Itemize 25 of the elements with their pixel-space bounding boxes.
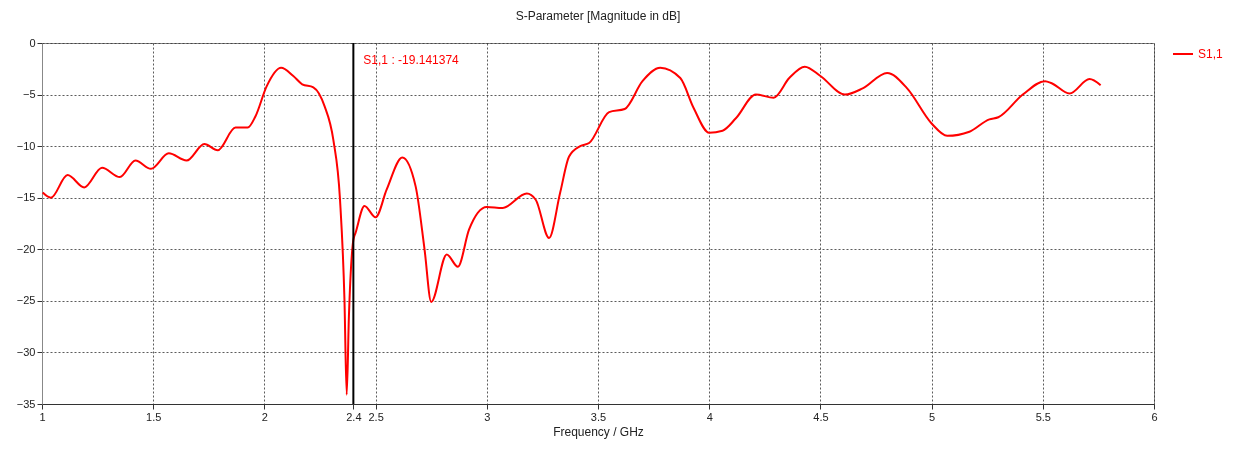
x-tick-label: 3: [484, 410, 491, 423]
legend-label: S1,1: [1198, 47, 1224, 61]
x-tick-label: 6: [1151, 410, 1158, 423]
x-tick-label: 1: [39, 410, 46, 423]
y-tick-label: 0: [29, 36, 36, 49]
x-tick-label: 5.5: [1035, 410, 1051, 423]
x-tick-label: 3.5: [590, 410, 607, 423]
chart-title: S-Parameter [Magnitude in dB]: [515, 9, 681, 23]
x-tick-label: 5: [929, 410, 936, 423]
x-tick-label: 2.4: [346, 410, 362, 423]
y-tick-label: −10: [16, 139, 36, 152]
line-series: [41, 65, 1102, 396]
y-tick-label: −5: [22, 88, 36, 101]
y-tick-label: −25: [16, 294, 36, 307]
x-tick-label: 2: [261, 410, 268, 423]
x-tick-label: 4.5: [813, 410, 829, 423]
x-tick-label: 2.5: [368, 410, 384, 423]
annotation: S1,1 : -19.141374: [363, 53, 460, 67]
x-axis-title: Frequency / GHz: [553, 424, 644, 439]
x-tick-label: 4: [706, 410, 713, 423]
y-tick-label: −30: [16, 345, 36, 358]
y-tick-label: −20: [16, 242, 36, 255]
y-tick-label: −15: [16, 191, 36, 204]
x-tick-label: 1.5: [146, 410, 162, 423]
y-tick-label: −35: [16, 397, 36, 410]
